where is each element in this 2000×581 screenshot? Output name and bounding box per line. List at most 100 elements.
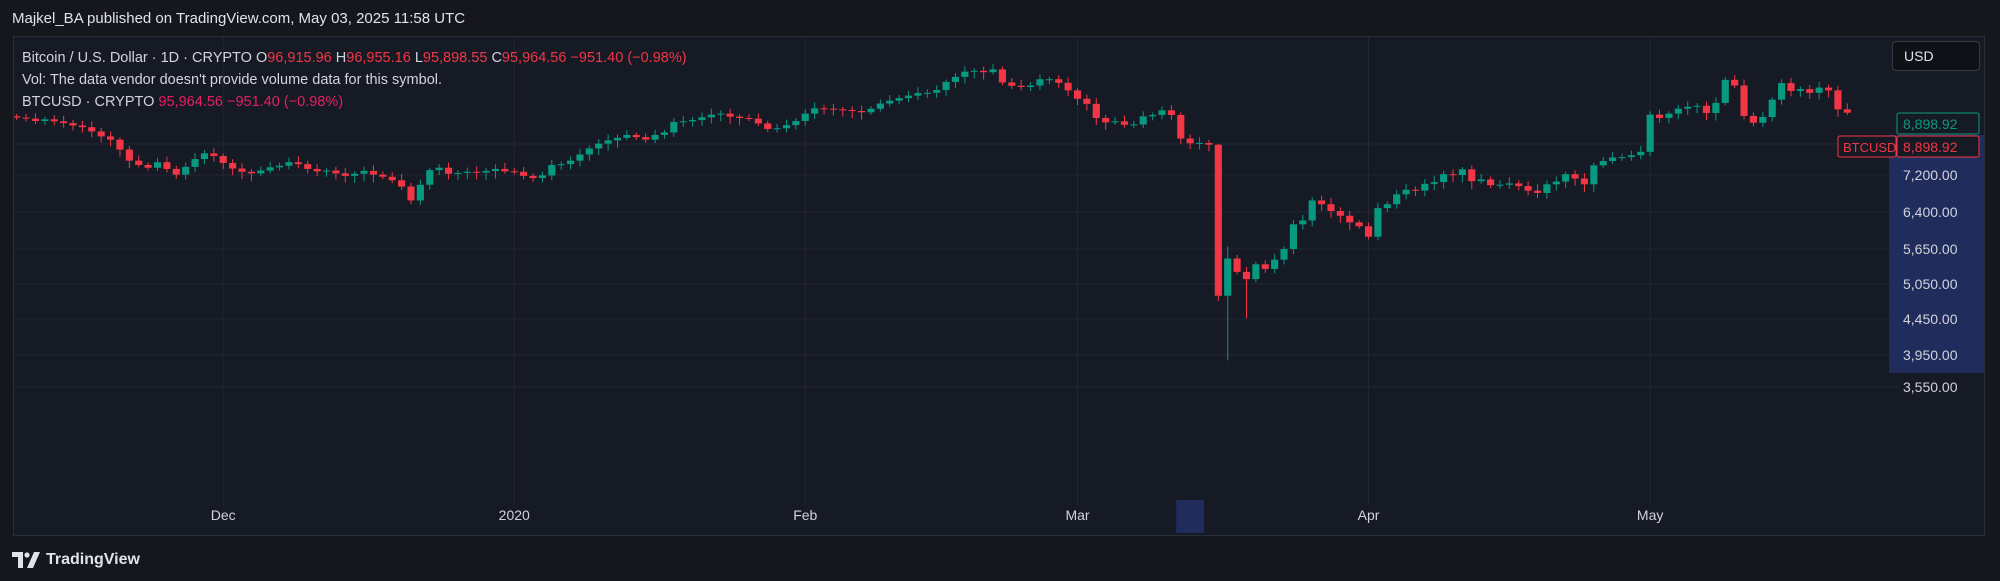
candle-body[interactable] xyxy=(613,137,622,141)
candle-body[interactable] xyxy=(322,170,331,172)
candle-body[interactable] xyxy=(642,137,650,140)
candle-body[interactable] xyxy=(1740,85,1748,116)
candle-body[interactable] xyxy=(548,164,556,176)
candle-body[interactable] xyxy=(1299,220,1307,225)
candle-body[interactable] xyxy=(1580,178,1589,185)
candle-body[interactable] xyxy=(463,171,471,173)
candle-body[interactable] xyxy=(1843,109,1851,113)
candle-body[interactable] xyxy=(933,90,941,93)
candle-body[interactable] xyxy=(247,171,255,174)
candle-body[interactable] xyxy=(1008,82,1016,86)
candle-body[interactable] xyxy=(22,117,30,119)
candle-body[interactable] xyxy=(1233,258,1241,272)
candle-body[interactable] xyxy=(229,162,237,169)
candle-body[interactable] xyxy=(792,121,800,126)
candle-body[interactable] xyxy=(848,109,856,111)
candle-body[interactable] xyxy=(1111,121,1119,123)
candle-body[interactable] xyxy=(1674,108,1682,114)
candle-body[interactable] xyxy=(1768,99,1776,117)
candle-body[interactable] xyxy=(1036,79,1044,86)
candle-body[interactable] xyxy=(1543,184,1551,193)
candle-body[interactable] xyxy=(473,171,481,173)
legend-series-row[interactable]: BTCUSD · CRYPTO 95,964.56 −951.40 (−0.98… xyxy=(22,91,687,113)
candle-body[interactable] xyxy=(867,108,875,113)
candle-body[interactable] xyxy=(1308,200,1316,221)
candle-body[interactable] xyxy=(1383,204,1391,209)
candle-body[interactable] xyxy=(1524,186,1532,191)
candle-body[interactable] xyxy=(1533,190,1542,193)
candle-body[interactable] xyxy=(1411,189,1420,191)
candle-body[interactable] xyxy=(510,171,518,173)
candle-body[interactable] xyxy=(1045,79,1053,81)
candle-body[interactable] xyxy=(970,70,978,72)
candle-body[interactable] xyxy=(1731,79,1739,86)
candle-body[interactable] xyxy=(1318,200,1326,205)
candle-body[interactable] xyxy=(1242,271,1251,280)
candle-body[interactable] xyxy=(1721,79,1729,103)
candle-body[interactable] xyxy=(1083,98,1091,104)
candle-body[interactable] xyxy=(1759,116,1767,123)
candle-body[interactable] xyxy=(961,71,969,77)
candle-body[interactable] xyxy=(782,125,791,129)
chart-area[interactable]: 8,000.007,200.006,400.005,650.005,050.00… xyxy=(13,36,1985,536)
candle-body[interactable] xyxy=(163,162,171,169)
candle-body[interactable] xyxy=(726,113,734,117)
candle-body[interactable] xyxy=(1167,110,1175,115)
candle-body[interactable] xyxy=(1806,89,1814,93)
candle-body[interactable] xyxy=(398,180,406,187)
candle-body[interactable] xyxy=(679,121,687,123)
candle-body[interactable] xyxy=(1430,182,1438,184)
candle-body[interactable] xyxy=(1627,155,1635,158)
candle-body[interactable] xyxy=(1374,208,1382,237)
candle-body[interactable] xyxy=(1468,169,1476,182)
candle-body[interactable] xyxy=(754,118,762,124)
candle-body[interactable] xyxy=(717,113,725,115)
candle-body[interactable] xyxy=(1787,83,1795,91)
candle-body[interactable] xyxy=(651,134,659,140)
candle-body[interactable] xyxy=(1195,142,1204,144)
candle-body[interactable] xyxy=(1252,264,1260,280)
candle-body[interactable] xyxy=(604,140,612,144)
candle-body[interactable] xyxy=(1684,106,1692,109)
candle-body[interactable] xyxy=(773,128,781,130)
candle-body[interactable] xyxy=(1749,115,1757,123)
candle-body[interactable] xyxy=(1590,165,1598,185)
candle-body[interactable] xyxy=(435,167,443,171)
candle-body[interactable] xyxy=(275,165,284,168)
candle-body[interactable] xyxy=(811,108,819,114)
candle-body[interactable] xyxy=(989,69,997,73)
candle-body[interactable] xyxy=(60,121,68,124)
candlestick-chart[interactable]: 8,000.007,200.006,400.005,650.005,050.00… xyxy=(14,37,1984,535)
candle-body[interactable] xyxy=(1599,161,1607,166)
candle-body[interactable] xyxy=(1364,226,1373,237)
candle-body[interactable] xyxy=(1702,105,1711,113)
candle-body[interactable] xyxy=(360,170,368,174)
candle-body[interactable] xyxy=(107,136,115,140)
candle-body[interactable] xyxy=(660,132,669,135)
candle-body[interactable] xyxy=(444,167,453,174)
candle-body[interactable] xyxy=(191,159,199,167)
candle-body[interactable] xyxy=(1778,83,1786,100)
candle-body[interactable] xyxy=(1177,114,1185,139)
candle-body[interactable] xyxy=(1815,87,1823,93)
candle-body[interactable] xyxy=(745,117,753,119)
candle-body[interactable] xyxy=(172,168,180,175)
candle-body[interactable] xyxy=(69,123,77,126)
candle-body[interactable] xyxy=(341,173,349,176)
candle-body[interactable] xyxy=(210,153,218,157)
candle-body[interactable] xyxy=(951,76,960,82)
candle-body[interactable] xyxy=(1712,102,1720,113)
candle-body[interactable] xyxy=(1496,184,1504,186)
candle-body[interactable] xyxy=(1092,103,1100,118)
candle-body[interactable] xyxy=(576,154,584,161)
candle-body[interactable] xyxy=(1402,189,1410,195)
candle-body[interactable] xyxy=(1149,114,1157,117)
candle-body[interactable] xyxy=(266,167,274,171)
candle-body[interactable] xyxy=(529,175,537,179)
candle-body[interactable] xyxy=(1552,181,1560,185)
candle-body[interactable] xyxy=(980,70,988,73)
candle-body[interactable] xyxy=(670,122,678,133)
candle-body[interactable] xyxy=(1139,116,1147,125)
candle-body[interactable] xyxy=(1271,259,1279,269)
candle-body[interactable] xyxy=(595,143,603,149)
